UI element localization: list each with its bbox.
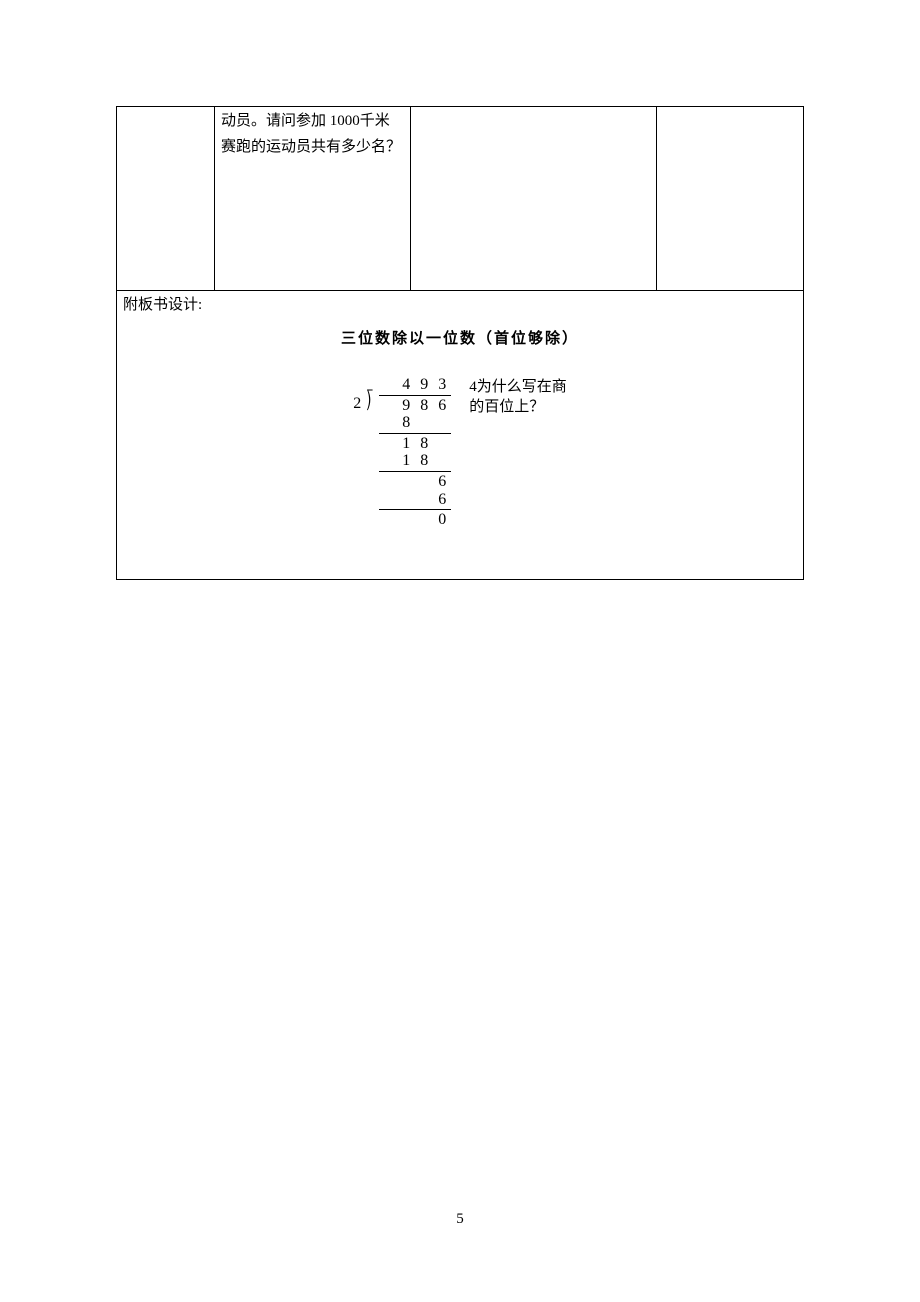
long-division-work: 2 ⟌ 4 9 3 9 [353,376,453,529]
table-row: 附板书设计: 三位数除以一位数（首位够除） 2 ⟌ 4 9 3 [117,291,804,580]
quotient-row: 4 9 3 [379,376,451,394]
digit: 8 [415,452,433,470]
cell-r1c2: 动员。请问参加 1000千米 赛跑的运动员共有多少名？ [215,107,411,291]
note-line2: 的百位上？ [469,398,567,418]
digit: 1 [397,435,415,453]
note-line1: 4为什么写在商 [469,378,567,398]
rule-line [379,471,451,472]
digit-blank [397,473,415,491]
step1-sub-row: 8 [379,414,451,432]
digit-blank [433,414,451,432]
cell-board-design: 附板书设计: 三位数除以一位数（首位够除） 2 ⟌ 4 9 3 [117,291,804,580]
digit: 6 [433,473,451,491]
cell-r1c4 [657,107,804,291]
problem-text: 动员。请问参加 1000千米 赛跑的运动员共有多少名？ [221,113,401,155]
divisor: 2 [353,395,361,413]
step3-bringdown-row: 6 [379,473,451,491]
digit: 6 [433,491,451,509]
digit: 8 [415,397,433,415]
rule-line [379,395,451,396]
digit-blank [415,473,433,491]
digit-blank [433,452,451,470]
division-bracket-icon: ⟌ [367,390,373,414]
digit: 9 [415,376,433,394]
page-number: 5 [0,1211,920,1228]
digit-blank [415,414,433,432]
table-row: 动员。请问参加 1000千米 赛跑的运动员共有多少名？ [117,107,804,291]
digit-blank [415,491,433,509]
cell-r1c1 [117,107,215,291]
annotation-note: 4为什么写在商 的百位上？ [469,376,567,529]
step2-bringdown-row: 1 8 [379,435,451,453]
rule-line [379,509,451,510]
cell-r1c3 [411,107,657,291]
digit: 3 [433,376,451,394]
digit: 1 [397,452,415,470]
digit-blank [415,511,433,529]
digit: 0 [433,511,451,529]
rule-line [379,433,451,434]
digit-blank [397,511,415,529]
digit: 8 [397,414,415,432]
digit: 6 [433,397,451,415]
page: 动员。请问参加 1000千米 赛跑的运动员共有多少名？ 附板书设计: 三位数除以… [0,0,920,580]
digit: 4 [397,376,415,394]
digit: 8 [415,435,433,453]
dividend-row: 9 8 6 [379,397,451,415]
digit: 9 [397,397,415,415]
digit-blank [397,491,415,509]
section-label: 附板书设计: [123,293,797,319]
long-division: 2 ⟌ 4 9 3 9 [123,376,797,529]
remainder-row: 0 [379,511,451,529]
main-table: 动员。请问参加 1000千米 赛跑的运动员共有多少名？ 附板书设计: 三位数除以… [116,106,804,580]
step2-sub-row: 1 8 [379,452,451,470]
digit-blank [433,435,451,453]
step3-sub-row: 6 [379,491,451,509]
lesson-title: 三位数除以一位数（首位够除） [123,327,797,353]
